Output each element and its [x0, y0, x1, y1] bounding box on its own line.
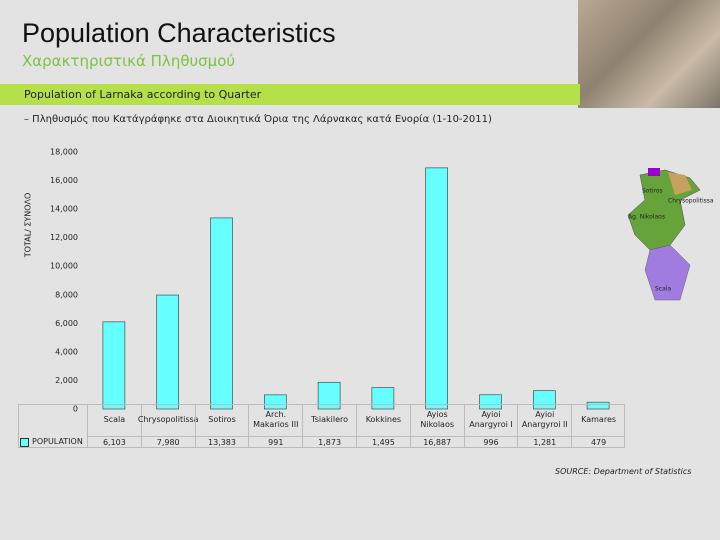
banner: Population of Larnaka according to Quart… — [0, 84, 580, 105]
value-label: 13,383 — [194, 436, 249, 448]
y-tick-label: 4,000 — [55, 347, 78, 356]
map — [627, 168, 701, 301]
bar — [156, 294, 179, 410]
value-label: 996 — [463, 436, 518, 448]
legend-item: POPULATION — [18, 436, 87, 448]
bar — [317, 381, 341, 410]
value-label: 991 — [248, 436, 303, 448]
bar — [102, 321, 126, 410]
map-area — [627, 169, 701, 251]
y-tick-label: 2,000 — [55, 376, 78, 385]
x-tick-label: Kokkines — [356, 404, 410, 436]
table-border — [18, 404, 625, 448]
subtitle: Χαρακτηριστικά Πληθυσμού — [22, 52, 236, 70]
value-label: 1,873 — [302, 436, 356, 448]
map-label: Chrysopolitissa — [668, 198, 714, 205]
y-tick-label: 0 — [73, 405, 78, 414]
value-label: 1,281 — [517, 436, 572, 448]
source: SOURCE: Department of Statistics — [555, 467, 692, 476]
photo — [578, 0, 720, 108]
y-tick-label: 18,000 — [50, 148, 78, 157]
x-tick-label: Ayioi Anargyroi II — [517, 404, 571, 436]
value-label: 6,103 — [87, 436, 141, 448]
x-tick-label: Tsiakilero — [302, 404, 356, 436]
map-label: Ag. Nikolaos — [628, 214, 665, 221]
x-tick-label: Scala — [87, 404, 141, 436]
note: – Πληθυσμός που Κατάγράφηκε στα Διοικητι… — [24, 114, 492, 125]
value-label: 479 — [571, 436, 625, 448]
value-label: 16,887 — [409, 436, 464, 448]
bar — [263, 394, 287, 410]
map-area — [668, 172, 692, 195]
y-tick-label: 6,000 — [55, 319, 78, 328]
x-tick-label: Ayios Nikolaos — [409, 404, 464, 436]
bar — [371, 387, 395, 410]
value-label: 7,980 — [140, 436, 195, 448]
legend-swatch — [20, 437, 29, 447]
value-label: 1,495 — [356, 436, 410, 448]
bar — [586, 401, 610, 410]
y-tick-label: 14,000 — [50, 205, 78, 214]
y-tick-label: 12,000 — [50, 233, 78, 242]
legend-label: POPULATION — [32, 437, 83, 446]
x-tick-label: Kamares — [571, 404, 625, 436]
y-tick-label: 10,000 — [50, 262, 78, 271]
map-area — [648, 168, 660, 176]
x-tick-label: Arch. Makarios III — [248, 404, 302, 436]
bar — [425, 167, 449, 410]
y-tick-label: 8,000 — [55, 290, 78, 299]
y-tick-label: 16,000 — [50, 176, 78, 185]
x-tick-label: Sotiros — [194, 404, 249, 436]
x-tick-label: Ayioi Anargyroi I — [463, 404, 518, 436]
bar — [210, 217, 233, 410]
y-axis-title: TOTAL/ ΣΥΝΟΛΟ — [24, 193, 33, 259]
bar — [479, 394, 502, 410]
x-tick-label: Chrysopolitissa — [138, 404, 199, 436]
map-label: Scala — [655, 286, 671, 293]
map-label: Sotiros — [642, 188, 663, 195]
title: Population Characteristics — [22, 18, 336, 48]
